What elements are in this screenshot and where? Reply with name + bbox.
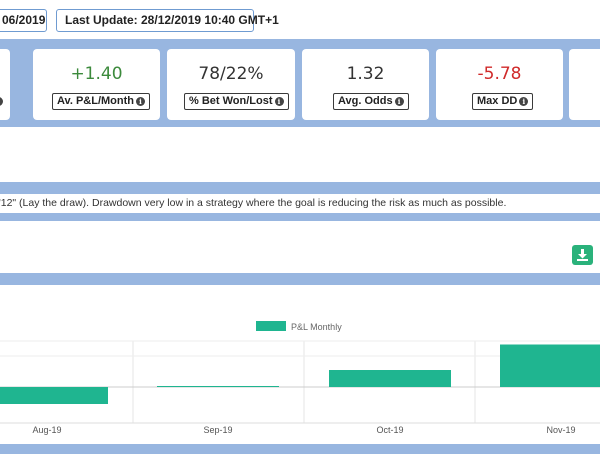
x-tick-label: Aug-19 xyxy=(32,425,61,435)
legend-label: P&L Monthly xyxy=(291,322,342,332)
last-update-chip: Last Update: 28/12/2019 10:40 GMT+1 xyxy=(56,9,279,32)
stat-value: 1.32 xyxy=(346,64,385,84)
pl-monthly-chart: Aug-19 Sep-19 Oct-19 Nov-19 P&L Monthly xyxy=(0,321,600,435)
stat-value: 78/22% xyxy=(198,64,264,84)
section-divider xyxy=(0,213,600,221)
start-date-chip: 06/2019 xyxy=(0,9,47,32)
stat-label-button[interactable]: Max DD i xyxy=(472,93,534,110)
stat-label-text: Avg. Odds xyxy=(338,95,393,107)
strategy-note: "12" (Lay the draw). Drawdown very low i… xyxy=(0,197,507,209)
info-icon: i xyxy=(274,97,284,106)
stat-card-bet-won-lost: 78/22% % Bet Won/Lost i xyxy=(167,49,295,120)
x-tick-label: Sep-19 xyxy=(203,425,232,435)
section-divider xyxy=(0,182,600,194)
stat-label-text: Max DD xyxy=(477,95,518,107)
x-tick-label: Nov-19 xyxy=(546,425,575,435)
bar-sep-19[interactable] xyxy=(157,386,279,387)
stat-card-avg-odds: 1.32 Avg. Odds i xyxy=(302,49,429,120)
stat-card-partial xyxy=(569,49,600,120)
stat-label-button[interactable]: % Bet Won/Lost i xyxy=(184,93,289,110)
stat-card-max-dd: -5.78 Max DD i xyxy=(436,49,563,120)
stat-value: +1.40 xyxy=(70,64,123,84)
bar-oct-19[interactable] xyxy=(329,370,451,387)
info-icon: i xyxy=(519,97,529,106)
info-icon[interactable]: i xyxy=(0,97,3,106)
stat-label-button[interactable]: Av. P&L/Month i xyxy=(52,93,150,110)
info-icon: i xyxy=(136,97,145,106)
stat-card-avg-pl: +1.40 Av. P&L/Month i xyxy=(33,49,160,120)
info-icon: i xyxy=(394,97,404,106)
section-divider xyxy=(0,273,600,285)
stat-value: -5.78 xyxy=(477,64,522,84)
stat-card-partial: i xyxy=(0,49,10,120)
download-icon xyxy=(577,249,588,261)
section-divider xyxy=(0,444,600,454)
legend-swatch xyxy=(256,321,286,331)
x-tick-label: Oct-19 xyxy=(376,425,403,435)
bar-aug-19[interactable] xyxy=(0,387,108,404)
bar-nov-19[interactable] xyxy=(500,344,600,388)
stat-label-text: % Bet Won/Lost xyxy=(189,95,273,107)
stat-label-text: Av. P&L/Month xyxy=(57,95,134,107)
stat-label-button[interactable]: Avg. Odds i xyxy=(333,93,409,110)
download-button[interactable] xyxy=(572,245,593,265)
